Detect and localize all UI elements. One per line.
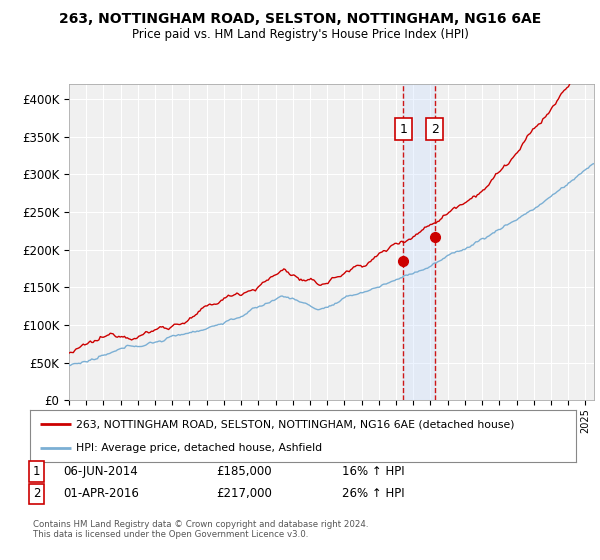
Text: 263, NOTTINGHAM ROAD, SELSTON, NOTTINGHAM, NG16 6AE: 263, NOTTINGHAM ROAD, SELSTON, NOTTINGHA…: [59, 12, 541, 26]
Text: 2: 2: [431, 123, 439, 136]
Text: HPI: Average price, detached house, Ashfield: HPI: Average price, detached house, Ashf…: [76, 443, 323, 453]
Text: Price paid vs. HM Land Registry's House Price Index (HPI): Price paid vs. HM Land Registry's House …: [131, 28, 469, 41]
Text: 26% ↑ HPI: 26% ↑ HPI: [342, 487, 404, 501]
Text: 1: 1: [33, 465, 41, 478]
Bar: [403, 84, 435, 400]
Text: £217,000: £217,000: [216, 487, 272, 501]
Text: Contains HM Land Registry data © Crown copyright and database right 2024.
This d: Contains HM Land Registry data © Crown c…: [33, 520, 368, 539]
Text: 01-APR-2016: 01-APR-2016: [63, 487, 139, 501]
Text: 06-JUN-2014: 06-JUN-2014: [63, 465, 138, 478]
Text: £185,000: £185,000: [216, 465, 272, 478]
Text: 16% ↑ HPI: 16% ↑ HPI: [342, 465, 404, 478]
Text: 2: 2: [33, 487, 41, 501]
Text: 1: 1: [400, 123, 407, 136]
Text: 263, NOTTINGHAM ROAD, SELSTON, NOTTINGHAM, NG16 6AE (detached house): 263, NOTTINGHAM ROAD, SELSTON, NOTTINGHA…: [76, 419, 515, 430]
